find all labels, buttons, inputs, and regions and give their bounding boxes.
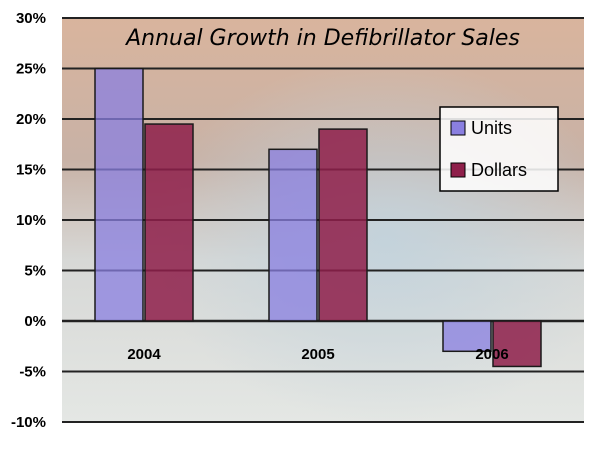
y-tick-label: 30%: [16, 10, 46, 27]
y-tick-label: -5%: [19, 364, 46, 381]
legend-label-units: Units: [471, 118, 512, 138]
bar-units-2004: [94, 67, 144, 322]
y-tick-label: 20%: [16, 111, 46, 128]
y-axis-ticks: 30% 25% 20% 15% 10% 5% 0% -5% -10%: [11, 10, 46, 431]
y-tick-label: -10%: [11, 414, 46, 431]
bar-units-2005: [268, 148, 318, 322]
bars: [94, 67, 542, 368]
legend: Units Dollars: [439, 106, 559, 192]
y-tick-label: 0%: [24, 313, 46, 330]
y-tick-label: 10%: [16, 212, 46, 229]
bar-dollars-2006: [492, 320, 542, 368]
chart-title: Annual Growth in Defibrillator Sales: [124, 26, 520, 51]
x-axis-categories: 2004 2005 2006: [127, 346, 508, 363]
y-tick-label: 15%: [16, 162, 46, 179]
x-category-label: 2004: [127, 346, 161, 363]
x-category-label: 2006: [475, 346, 508, 363]
x-category-label: 2005: [301, 346, 334, 363]
legend-swatch-units: [450, 120, 466, 136]
bar-dollars-2004: [144, 123, 194, 322]
bar-dollars-2005: [318, 128, 368, 322]
legend-label-dollars: Dollars: [471, 160, 527, 180]
y-tick-label: 25%: [16, 61, 46, 78]
y-tick-label: 5%: [24, 263, 46, 280]
legend-swatch-dollars: [450, 162, 466, 178]
bar-units-2006: [442, 320, 492, 353]
